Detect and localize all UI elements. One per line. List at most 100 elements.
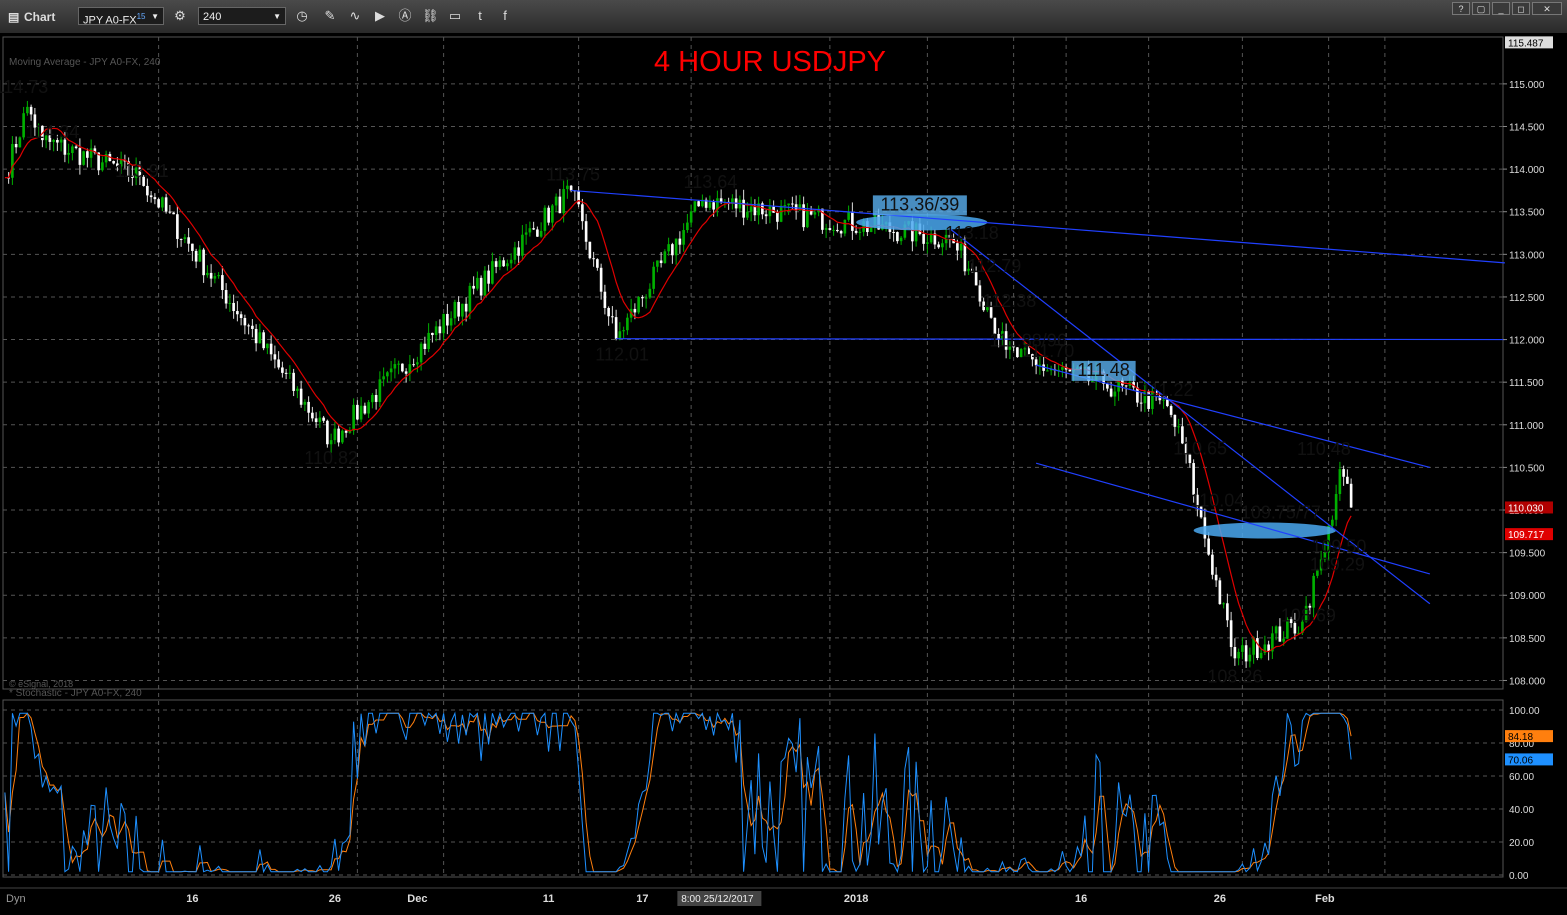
candle-body — [134, 167, 138, 178]
candle-body — [1248, 654, 1252, 662]
candle-body — [498, 260, 502, 267]
candle-body — [44, 135, 48, 141]
candle-body — [1274, 626, 1278, 634]
candle-body — [948, 234, 952, 239]
chart-background — [0, 33, 1567, 915]
price-annotation: 112.38 — [983, 291, 1037, 311]
candle-body — [344, 430, 348, 433]
candle-body — [787, 203, 790, 206]
candle-body — [378, 379, 382, 402]
play-icon[interactable]: ▶ — [375, 8, 385, 23]
candle-body — [1271, 633, 1274, 652]
candle-body — [262, 332, 265, 349]
candle-body — [254, 328, 258, 344]
candle-body — [847, 212, 850, 220]
close-button[interactable]: ✕ — [1532, 2, 1562, 15]
chart-canvas[interactable]: 115.000 114.500 114.000 113.500 113.000 112.5… — [0, 33, 1567, 915]
stoch-tick-label: 0.00 — [1509, 871, 1529, 882]
axes: 115.000 114.500 114.000 113.500 113.000 112.5… — [0, 36, 1567, 906]
candle-body — [513, 247, 517, 260]
candle-body — [539, 230, 543, 237]
candle-body — [749, 206, 753, 212]
candle-body — [1004, 331, 1008, 350]
candle-body — [622, 330, 625, 332]
candle-body — [581, 204, 584, 222]
candle-body — [52, 139, 55, 142]
candle-body — [783, 205, 787, 207]
candle-body — [854, 230, 858, 233]
candle-body — [1211, 554, 1214, 575]
alert-icon[interactable]: Ⓐ — [398, 8, 412, 23]
candle-body — [761, 203, 764, 215]
help-button[interactable]: ? — [1452, 2, 1470, 15]
candle-body — [314, 418, 318, 423]
link-icon[interactable]: ⛓ — [422, 8, 439, 23]
candle-body — [1289, 619, 1293, 624]
candle-body — [104, 153, 108, 163]
candle-body — [517, 247, 520, 256]
candle-body — [1304, 605, 1308, 622]
draw-icon[interactable]: ✎ — [324, 8, 336, 23]
candle-body — [228, 302, 232, 304]
candle-body — [536, 229, 539, 237]
candle-body — [487, 270, 490, 284]
candle-body — [1019, 348, 1023, 358]
candle-body — [307, 401, 310, 413]
candle-body — [644, 297, 648, 299]
wave-icon[interactable]: ∿ — [349, 8, 361, 23]
minimize-button[interactable]: _ — [1492, 2, 1510, 15]
chart-title: 4 HOUR USDJPY — [654, 46, 886, 78]
candle-body — [1113, 391, 1117, 397]
candle-body — [641, 297, 644, 299]
candle-body — [1136, 387, 1139, 403]
candle-body — [59, 139, 63, 143]
candle-body — [1151, 390, 1154, 409]
chart-icon: ▤ — [8, 10, 20, 24]
candle-body — [1068, 369, 1072, 372]
candle-body — [746, 211, 749, 218]
candle-body — [397, 363, 400, 365]
price-tick-label: 112.000 — [1509, 336, 1545, 347]
price-tick-label: 109.500 — [1509, 549, 1546, 560]
clock-icon[interactable]: ◷ — [296, 8, 308, 23]
chevron-down-icon[interactable]: ▼ — [273, 12, 281, 21]
stoch-tick-label: 40.00 — [1509, 805, 1534, 816]
candle-body — [221, 275, 224, 291]
stoch-tick-label: 80.00 — [1509, 739, 1534, 750]
candle-body — [341, 430, 344, 443]
chevron-down-icon[interactable]: ▼ — [151, 12, 159, 21]
candle-body — [367, 402, 370, 414]
twitter-icon[interactable]: t — [478, 8, 482, 23]
stoch-k-line — [4, 711, 1352, 874]
candle-body — [37, 125, 40, 128]
price-annotation: 114.34 — [26, 122, 80, 142]
candle-body — [1282, 638, 1285, 642]
candle-body — [1278, 626, 1282, 642]
candle-body — [701, 199, 704, 207]
candle-body — [813, 212, 817, 215]
candle-body — [22, 113, 25, 138]
restore-button[interactable]: ▢ — [1472, 2, 1490, 15]
facebook-icon[interactable]: f — [503, 8, 507, 23]
maximize-button[interactable]: ◻ — [1512, 2, 1530, 15]
price-tick-label: 108.500 — [1509, 634, 1546, 645]
candle-body — [509, 259, 513, 264]
candle-body — [494, 261, 498, 267]
comment-icon[interactable]: ▭ — [448, 8, 462, 23]
candle-body — [607, 307, 610, 317]
candle-body — [491, 261, 494, 284]
candle-body — [191, 243, 194, 251]
candle-body — [1046, 370, 1049, 372]
candle-body — [251, 325, 254, 329]
gear-icon[interactable]: ⚙ — [174, 8, 186, 23]
candle-body — [963, 243, 967, 272]
price-tick-label: 109.000 — [1509, 591, 1546, 602]
price-annotation: 110.04 — [1191, 491, 1245, 511]
candle-body — [974, 272, 978, 286]
price-annotation: 113.18 — [945, 223, 999, 243]
interval-select[interactable]: 240 ▼ — [198, 7, 286, 25]
symbol-label: JPY A0-FX — [83, 14, 137, 27]
time-tick-label: Feb — [1315, 893, 1335, 905]
symbol-select[interactable]: JPY A0-FX15 ▼ — [78, 7, 164, 27]
candle-body — [768, 206, 772, 217]
